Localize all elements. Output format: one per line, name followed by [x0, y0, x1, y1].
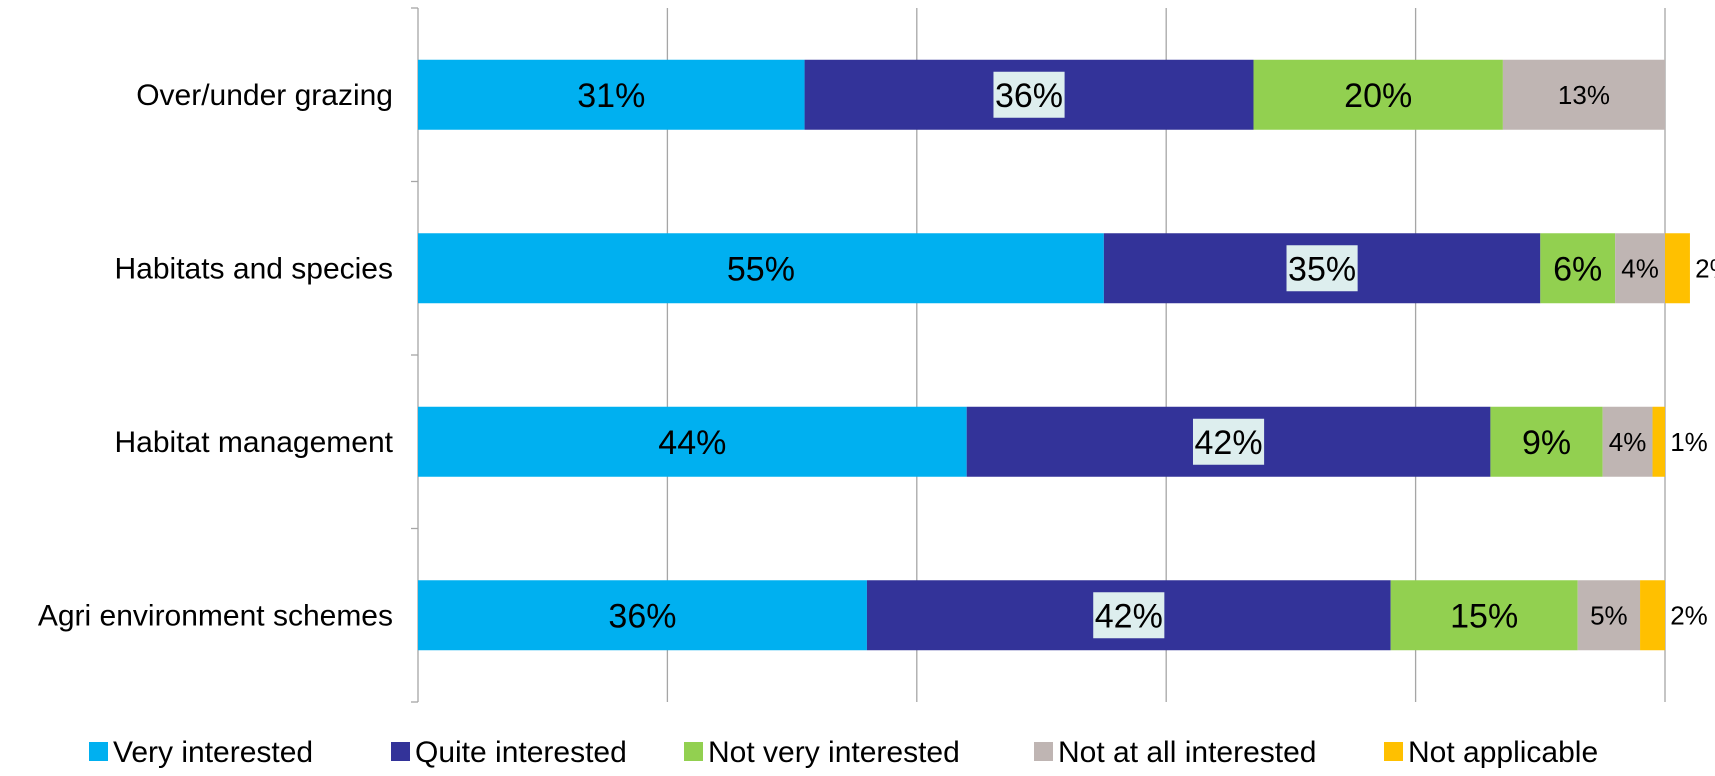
legend-swatch [1034, 742, 1053, 761]
data-label: 42% [1095, 597, 1163, 635]
bar-segment [1253, 59, 1503, 130]
data-label: 15% [1450, 597, 1518, 635]
data-label: 5% [1590, 601, 1628, 631]
y-axis [411, 7, 419, 703]
legend: Very interested Quite interested Not very … [89, 736, 1598, 769]
legend-swatch [684, 742, 703, 761]
data-label: 44% [658, 424, 726, 462]
bar-segment [1602, 406, 1653, 477]
data-label-box [1192, 418, 1265, 465]
category-label: Agri environment schemes [38, 599, 393, 632]
legend-label: Not at all interested [1058, 736, 1316, 769]
data-label: 20% [1344, 77, 1412, 115]
legend-label: Quite interested [415, 736, 627, 769]
data-label: 4% [1621, 254, 1659, 284]
bar-segment [1577, 580, 1641, 651]
data-label: 4% [1609, 427, 1647, 457]
bar-segment [418, 580, 867, 651]
data-label: 2% [1670, 601, 1708, 631]
data-label: 13% [1558, 80, 1610, 110]
bar-segment [1615, 233, 1665, 304]
data-label: 55% [727, 250, 795, 288]
category-label: Habitat management [115, 426, 394, 459]
category-label: Habitats and species [115, 252, 394, 285]
data-label: 36% [995, 77, 1063, 115]
bar-segment [1490, 406, 1603, 477]
bar-segment [418, 233, 1104, 304]
data-label: 31% [577, 77, 645, 115]
data-label: 2% [1695, 254, 1715, 284]
data-label: 1% [1670, 427, 1708, 457]
legend-swatch [391, 742, 410, 761]
data-label: 35% [1288, 250, 1356, 288]
bar-segment [1540, 233, 1616, 304]
bar-segment [1640, 580, 1665, 651]
legend-swatch [89, 742, 108, 761]
data-label-box [1093, 592, 1165, 639]
bar-segment [1652, 406, 1665, 477]
bar-segment [418, 59, 805, 130]
legend-label: Not very interested [708, 736, 960, 769]
data-label-box [993, 71, 1065, 118]
legend-swatch [1384, 742, 1403, 761]
data-label: 36% [608, 597, 676, 635]
data-label-box [1286, 245, 1358, 292]
bar-segment [418, 406, 967, 477]
data-label: 9% [1522, 424, 1571, 462]
bar-segment [1502, 59, 1665, 130]
bars: 31% 36% 20% 13% 55% 35% 6% 4% 2% 44% 42% 9% 4% 1% 36% 4… [418, 59, 1715, 651]
legend-label: Very interested [113, 736, 313, 769]
bar-segment [1390, 580, 1578, 651]
data-label: 6% [1553, 250, 1602, 288]
data-label: 42% [1195, 424, 1263, 462]
category-labels: Over/under grazing Habitats and species Ha… [38, 79, 394, 633]
legend-label: Not applicable [1408, 736, 1598, 769]
category-label: Over/under grazing [136, 79, 393, 112]
bar-segment [1665, 233, 1690, 304]
